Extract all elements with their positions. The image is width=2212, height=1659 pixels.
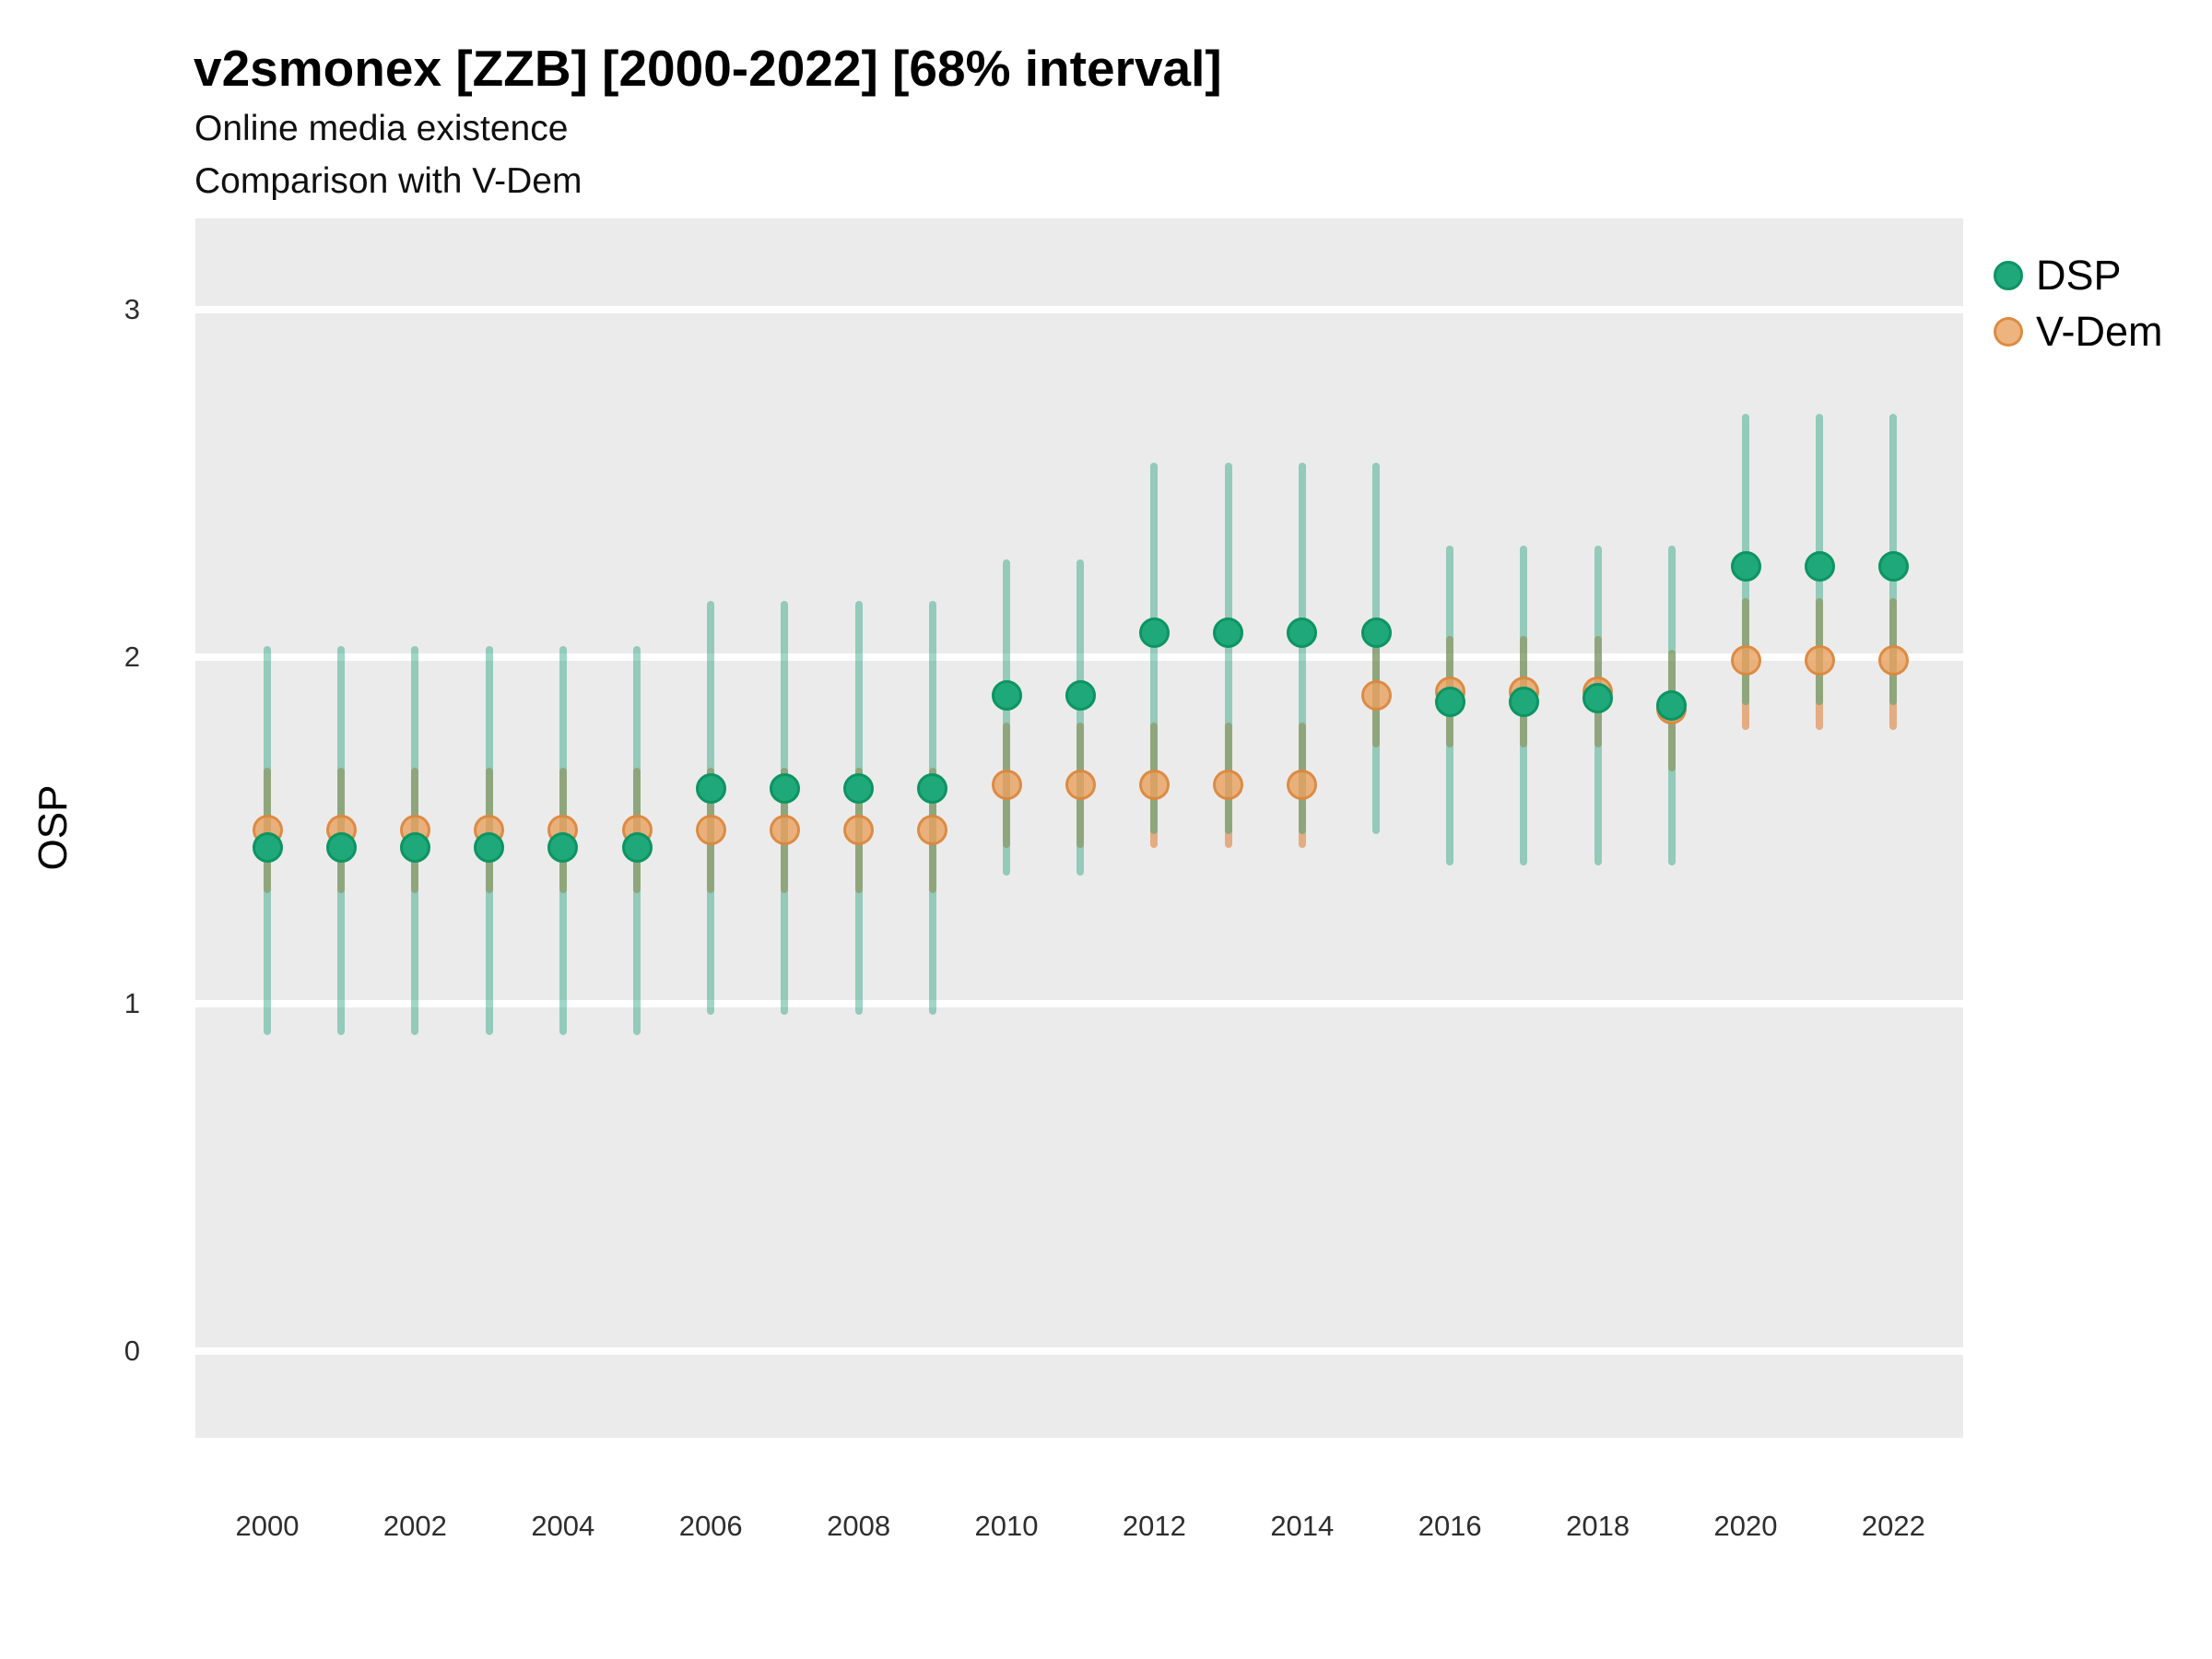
vdem-point-2010 (991, 770, 1022, 801)
vdem-point-2014 (1287, 770, 1318, 801)
dsp-point-2017 (1508, 687, 1539, 718)
dsp-point-2011 (1065, 679, 1096, 711)
dsp-interval-2014 (1298, 462, 1306, 834)
dsp-point-2016 (1434, 687, 1465, 718)
chart-subtitle-line2: Comparison with V-Dem (194, 161, 582, 201)
x-tick-label: 2022 (1861, 1510, 1925, 1542)
dsp-point-2006 (695, 773, 726, 805)
dsp-point-2019 (1656, 689, 1688, 721)
gridline-y-1 (195, 1000, 1963, 1008)
vdem-point-2007 (769, 815, 800, 846)
dsp-point-2001 (325, 832, 357, 864)
gridline-y-3 (195, 305, 1963, 313)
x-tick-label: 2000 (235, 1510, 300, 1542)
vdem-point-2022 (1877, 644, 1909, 676)
dsp-point-2018 (1583, 683, 1614, 714)
dsp-point-2012 (1138, 617, 1170, 648)
legend-item-dsp: DSP (1994, 250, 2163, 301)
vdem-point-2011 (1065, 770, 1096, 801)
dsp-interval-2012 (1150, 462, 1159, 834)
x-tick-label: 2002 (382, 1510, 447, 1542)
dsp-interval-2009 (928, 601, 936, 1015)
x-tick-label: 2006 (678, 1510, 743, 1542)
y-tick-label: 2 (124, 640, 140, 673)
x-tick-label: 2020 (1713, 1510, 1778, 1542)
chart-title: v2smonex [ZZB] [2000-2022] [68% interval… (194, 40, 1222, 97)
dsp-interval-2015 (1372, 462, 1380, 834)
vdem-point-2006 (695, 815, 726, 846)
dsp-point-2013 (1213, 617, 1244, 648)
vdem-point-2021 (1804, 644, 1835, 676)
dsp-interval-2007 (781, 601, 789, 1015)
legend-label-vdem: V-Dem (2036, 308, 2163, 355)
y-tick-label: 0 (124, 1335, 140, 1367)
dsp-interval-2010 (1003, 559, 1010, 876)
y-axis-title: OSP (30, 784, 76, 871)
x-tick-label: 2008 (827, 1510, 891, 1542)
gridline-y-0 (195, 1347, 1963, 1355)
legend-label-dsp: DSP (2036, 252, 2122, 299)
dsp-point-2004 (547, 832, 579, 864)
legend-vdem-dot-icon (1994, 317, 2023, 347)
vdem-point-2020 (1730, 644, 1761, 676)
dsp-point-2000 (252, 832, 283, 864)
vdem-point-2012 (1138, 770, 1170, 801)
dsp-point-2020 (1730, 551, 1761, 582)
gridline-y-2 (195, 653, 1963, 661)
dsp-interval-2006 (707, 601, 715, 1015)
vdem-point-2013 (1213, 770, 1244, 801)
x-tick-label: 2016 (1418, 1510, 1482, 1542)
dsp-point-2021 (1804, 551, 1835, 582)
dsp-interval-2011 (1077, 559, 1085, 876)
legend-dsp-dot-icon (1994, 261, 2023, 290)
vdem-point-2009 (917, 815, 948, 846)
vdem-point-2008 (843, 815, 875, 846)
dsp-point-2002 (399, 832, 430, 864)
dsp-point-2009 (917, 773, 948, 805)
vdem-point-2015 (1360, 679, 1392, 711)
y-tick-label: 3 (124, 292, 140, 325)
dsp-point-2008 (843, 773, 875, 805)
dsp-point-2007 (769, 773, 800, 805)
legend-item-vdem: V-Dem (1994, 306, 2163, 358)
dsp-point-2010 (991, 679, 1022, 711)
x-tick-label: 2014 (1270, 1510, 1335, 1542)
x-tick-label: 2018 (1566, 1510, 1630, 1542)
x-tick-label: 2004 (531, 1510, 595, 1542)
dsp-point-2003 (474, 832, 505, 864)
legend: DSP V-Dem (1994, 250, 2163, 362)
y-tick-label: 1 (124, 987, 140, 1020)
dsp-interval-2008 (854, 601, 863, 1015)
x-tick-label: 2010 (974, 1510, 1039, 1542)
dsp-point-2015 (1360, 617, 1392, 648)
dsp-point-2005 (621, 832, 653, 864)
dsp-point-2014 (1287, 617, 1318, 648)
chart-subtitle-line1: Online media existence (194, 109, 569, 148)
dsp-interval-2013 (1224, 462, 1232, 834)
dsp-point-2022 (1877, 551, 1909, 582)
plot-panel (195, 218, 1963, 1438)
x-tick-label: 2012 (1122, 1510, 1186, 1542)
